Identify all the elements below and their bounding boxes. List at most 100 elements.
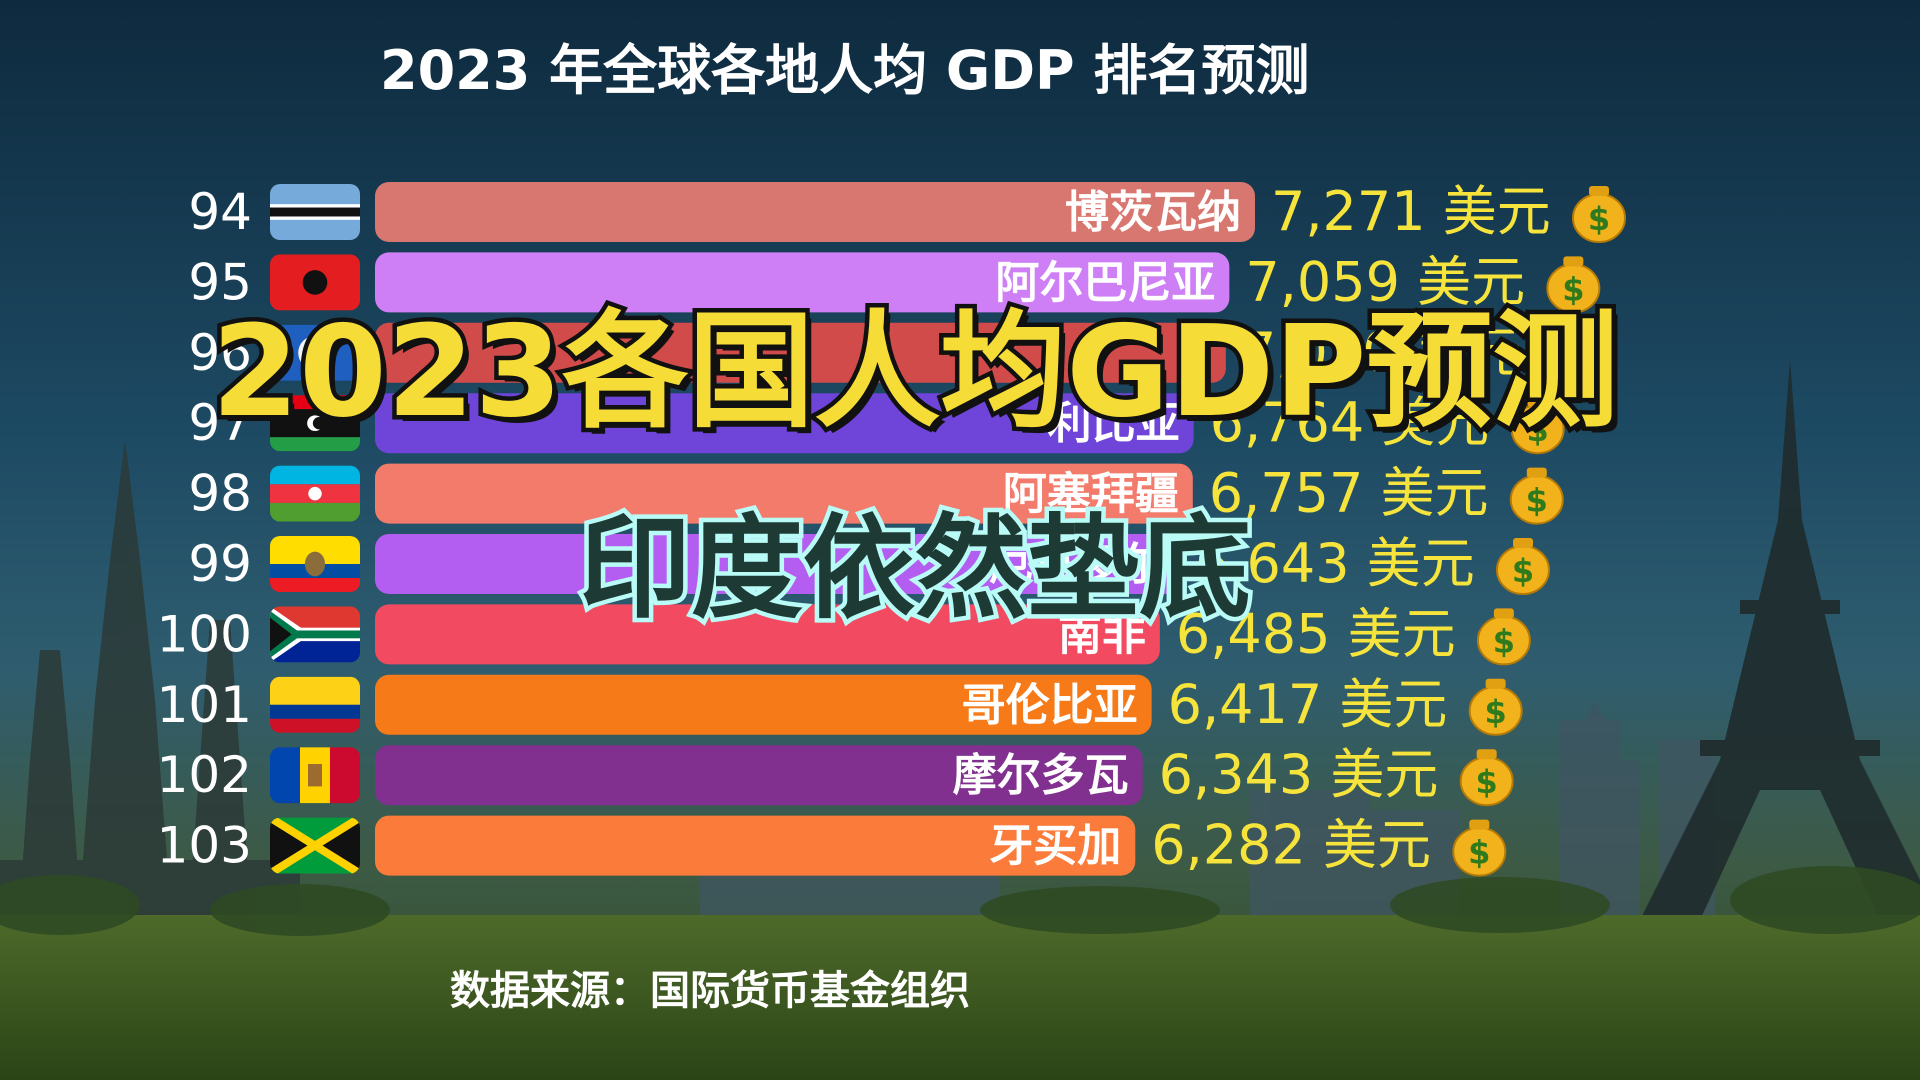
flag-part [270,704,360,719]
dollar-sign: $ [1493,622,1515,660]
money-bag-icon: $ [1495,538,1550,595]
money-bag-icon: $ [1542,326,1597,384]
flag-part [270,207,360,217]
flag-part [270,676,360,705]
country-label: 博茨瓦纳 [1065,187,1241,238]
bag-neck [1476,749,1497,760]
flag-colombia [270,676,360,733]
rank-label: 95 [188,253,252,311]
flag-moldova [270,747,360,804]
tree-line [0,866,1920,936]
flag-part [298,336,332,370]
bag-neck [1469,819,1490,830]
country-label: 哥伦比亚 [962,680,1138,731]
flag-libya [270,395,360,452]
bar [375,182,1255,242]
flag-part [270,437,360,452]
bar [375,322,1226,383]
flag-part [270,502,360,522]
flag-part [308,764,322,787]
flag-part [270,617,292,652]
dollar-sign: $ [1468,834,1490,872]
value-label: 6,764 美元 [1210,391,1490,454]
rank-label: 102 [157,746,252,804]
flag-albania [270,254,360,311]
value-label: 7,271 美元 [1271,180,1551,243]
flag-blue-seal [270,324,360,381]
flag-part [270,747,300,804]
flag-part [270,718,360,733]
flag-part [270,578,360,592]
flag-part [270,817,360,874]
dollar-sign: $ [1476,763,1498,801]
subline-overlay: 印度依然垫底 [575,500,1256,639]
value-label: 6,643 美元 [1195,532,1475,595]
money-bag-icon: $ [1468,678,1523,736]
flag-botswana [270,184,360,240]
flag-part [270,630,360,639]
money-bag-icon: $ [1459,749,1514,807]
rank-label: 99 [188,535,252,593]
flag-part [302,270,328,295]
bar [375,604,1160,665]
value-label: 6,417 美元 [1168,673,1448,736]
flag-part [304,551,326,577]
rank-label: 96 [188,324,252,382]
money-bag-icon: $ [1510,397,1565,455]
dollar-sign: $ [1562,270,1584,308]
flag-ecuador [270,536,360,592]
bag-neck [1589,186,1609,196]
flag-jamaica [270,817,360,874]
country-label: 牙买加 [989,821,1121,872]
bar [375,393,1194,454]
bar [375,815,1136,876]
rank-label: 100 [157,605,252,663]
bar [375,252,1230,313]
bag-neck [1526,467,1547,478]
rank-label: 98 [188,465,252,523]
bag-neck [1559,326,1580,337]
flag-part [312,417,326,430]
country-label: 南非 [1058,609,1146,660]
money-bag-icon: $ [1572,186,1626,243]
rank-label: 97 [188,394,252,452]
flag-part [270,465,360,485]
value-label: 6,485 美元 [1176,602,1456,665]
bag-neck [1527,397,1548,408]
money-bag-icon: $ [1476,608,1531,666]
flag-part [308,486,322,501]
bag-neck [1512,538,1533,548]
rank-label: 94 [188,183,252,241]
flag-part [315,817,360,874]
flag-part [270,395,360,410]
country-label: 厄瓜多尔 [989,539,1165,590]
grass-field [0,915,1920,1080]
chart-title: 2023 年全球各地人均 GDP 排名预测 [380,39,1310,102]
flag-part [330,747,360,804]
dollar-sign: $ [1485,693,1507,731]
value-label: 6,343 美元 [1159,743,1439,806]
bar [375,534,1179,594]
country-label: 利比亚 [1048,398,1180,449]
data-source-note: 数据来源：国际货币基金组织 [450,968,970,1014]
country-label: 阿塞拜疆 [1003,469,1179,520]
rank-label: 103 [157,817,252,875]
bag-neck [1485,678,1506,689]
bar [375,463,1193,524]
headline-overlay: 2023各国人均GDP预测 [207,294,1623,450]
flag-azerbaijan [270,465,360,522]
value-label: 7,030 美元 [1242,321,1522,384]
bag-neck [1493,608,1514,619]
value-label: 7,059 美元 [1245,250,1525,313]
flag-south-africa [270,606,360,663]
value-label: 6,757 美元 [1209,462,1489,525]
money-bag-icon: $ [1452,819,1507,877]
money-bag-icon: $ [1546,256,1601,314]
flag-part [270,817,315,874]
value-label: 6,282 美元 [1151,814,1431,877]
bar [375,745,1143,806]
bag-neck [1563,256,1584,267]
rank-label: 101 [157,676,252,734]
country-label: 摩尔多瓦 [953,750,1129,801]
